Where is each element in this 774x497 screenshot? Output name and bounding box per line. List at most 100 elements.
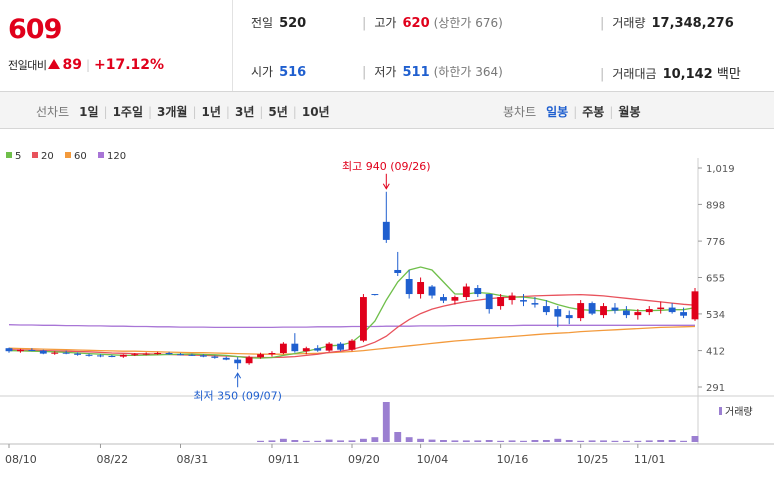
max-annotation: 최고 940 (09/26): [342, 160, 431, 173]
candle-body: [600, 306, 607, 316]
x-tick-label: 08/22: [96, 453, 128, 466]
candle-body: [154, 353, 162, 355]
volume-bar: [634, 440, 642, 442]
candle-body: [119, 354, 127, 357]
x-tick-label: 09/11: [268, 453, 300, 466]
volume-bar: [428, 439, 436, 442]
tab-3month[interactable]: 3개월: [157, 105, 188, 119]
candle-body: [302, 348, 310, 352]
candle-body: [360, 297, 367, 341]
candle-body: [462, 286, 470, 298]
candle-body: [691, 291, 699, 320]
change-value: 89: [62, 57, 82, 73]
ma120-line: [8, 324, 695, 329]
x-tick-label: 10/16: [497, 453, 529, 466]
y-tick-label: 534: [706, 310, 725, 321]
legend-label-60: 60: [74, 151, 87, 162]
volume-bar: [531, 440, 539, 442]
tab-3year[interactable]: 3년: [234, 105, 255, 119]
candle-body: [142, 353, 150, 355]
candle-body: [348, 340, 356, 350]
volume-bar: [668, 440, 676, 442]
volume-bar: [371, 437, 379, 442]
y-tick-label: 776: [706, 237, 725, 248]
candle-body: [394, 269, 402, 273]
x-tick-label: 10/25: [577, 453, 609, 466]
x-tick-label: 08/31: [177, 453, 209, 466]
candle-body: [405, 279, 413, 295]
tab-1day[interactable]: 1일: [79, 105, 99, 119]
candle-body: [520, 300, 527, 302]
volume-legend-swatch: [719, 407, 722, 415]
candle-body: [588, 303, 596, 314]
period-tabs: 선차트 1일 | 1주일 | 3개월 | 1년 | 3년 | 5년 | 10년: [36, 105, 330, 119]
legend-swatch-60: [65, 152, 71, 158]
tab-10year[interactable]: 10년: [301, 105, 330, 119]
volume-bar: [497, 440, 505, 442]
candle-body: [428, 286, 436, 296]
change-label: 전일대비: [8, 59, 47, 72]
candle-body: [577, 303, 585, 319]
tab-1year[interactable]: 1년: [201, 105, 221, 119]
volume-bar: [394, 432, 402, 442]
candle-tabs: 봉차트 일봉 | 주봉 | 월봉: [503, 105, 641, 119]
candle-body: [74, 353, 82, 355]
tab-1week[interactable]: 1주일: [112, 105, 143, 119]
candle-body: [337, 343, 344, 350]
candle-body: [680, 312, 687, 316]
ma60-line: [8, 325, 696, 355]
candle-body: [17, 349, 24, 352]
volume-bar: [257, 440, 264, 442]
volume-bar: [485, 440, 493, 442]
volume-bar: [348, 440, 356, 442]
volume-bar: [440, 440, 447, 442]
tab-5year[interactable]: 5년: [268, 105, 288, 119]
min-annotation: 최저 350 (09/07): [193, 389, 282, 402]
candle-chart-label: 봉차트: [503, 105, 537, 119]
day-low: | 저가 511 (하한가 364): [362, 65, 503, 80]
x-tick-label: 09/20: [348, 453, 380, 466]
volume-bar: [657, 440, 665, 442]
candle-body: [554, 309, 562, 317]
triangle-up-icon: [48, 59, 61, 69]
volume-bar: [622, 440, 630, 442]
tab-daily[interactable]: 일봉: [546, 105, 569, 119]
candle-body: [371, 294, 379, 296]
candle-body: [199, 355, 207, 357]
chart-svg: 5 20 60 120 1,019 898 776 655 534 412 291 최고 940 (0…: [0, 151, 774, 466]
prev-close: 전일 520: [251, 16, 307, 31]
volume-bar: [680, 440, 687, 442]
y-tick-label: 1,019: [706, 164, 735, 175]
volume-bar: [360, 438, 367, 442]
candle-body: [62, 352, 70, 354]
candle-body: [485, 294, 493, 310]
volume-bar: [268, 440, 276, 442]
x-tick-label: 08/10: [5, 453, 37, 466]
candle-body: [668, 307, 676, 313]
line-chart-label: 선차트: [36, 105, 70, 119]
candle-body: [657, 307, 665, 310]
y-tick-label: 898: [706, 200, 725, 211]
max-arrow-head: [382, 183, 390, 190]
volume-bar: [405, 437, 413, 442]
legend-swatch-20: [32, 152, 38, 158]
volume-bar: [588, 440, 596, 442]
candle-body: [39, 350, 47, 354]
x-tick-label: 11/01: [634, 453, 666, 466]
volume-bar: [611, 440, 619, 442]
volume-bar: [645, 440, 653, 442]
candle-body: [291, 343, 299, 352]
candle-body: [451, 297, 459, 301]
volume-bar: [451, 440, 459, 442]
candle-body: [611, 307, 619, 311]
tab-monthly[interactable]: 월봉: [618, 105, 641, 119]
volume-bar: [302, 440, 310, 442]
candle-body: [508, 295, 516, 301]
price-panel: 609 전일대비 89 | +17.12%: [0, 0, 233, 91]
candle-body: [417, 282, 425, 295]
tab-weekly[interactable]: 주봉: [582, 105, 605, 119]
candle-body: [474, 288, 482, 295]
min-arrow-head: [234, 372, 242, 379]
candle-body: [234, 359, 242, 364]
quote-summary: 609 전일대비 89 | +17.12% 전일 520 | 고가 620 (상한가 676)…: [0, 0, 774, 92]
